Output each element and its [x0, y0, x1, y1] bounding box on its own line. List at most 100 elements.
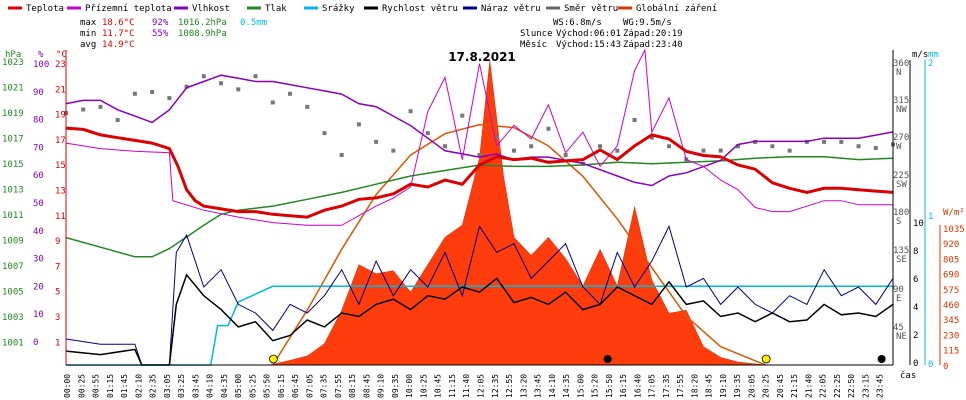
- tick-x: 07:05: [305, 374, 314, 398]
- tick-c: 17: [55, 136, 66, 146]
- tick-x: 12:35: [491, 374, 500, 398]
- tick-deg: 270: [893, 133, 909, 143]
- sun-marker-icon: [269, 354, 278, 364]
- tick-x: 02:10: [134, 374, 143, 398]
- tick-wm2: 345: [943, 316, 959, 326]
- tick-ms: 2: [913, 331, 918, 341]
- tick-x: 15:00: [576, 374, 585, 398]
- tick-x: 22:05: [819, 374, 828, 398]
- tick-deg: 225: [893, 171, 909, 181]
- tick-x: 15:50: [605, 374, 614, 398]
- tick-c: 13: [55, 187, 66, 197]
- stat-max-temp: 18.6°C: [102, 18, 135, 28]
- series-naraz: [65, 225, 894, 366]
- series-smer-point: [563, 153, 568, 157]
- axes: hPa% °C1023102110191017101510131011100910…: [2, 50, 965, 398]
- series-smer-point: [787, 148, 792, 153]
- plot-area: [64, 48, 895, 366]
- tick-dir: N: [896, 68, 901, 78]
- tick-x: 20:25: [762, 374, 771, 398]
- series-smer-point: [184, 84, 189, 89]
- series-smer-point: [236, 87, 241, 92]
- tick-wm2: 230: [943, 331, 959, 341]
- tick-x: 09:35: [391, 374, 400, 398]
- series-smer-point: [219, 81, 224, 86]
- tick-hpa: 1011: [2, 211, 24, 221]
- unit-wm2: W/m²: [943, 208, 965, 218]
- tick-wm2: 1035: [943, 225, 965, 235]
- tick-deg: 315: [893, 96, 909, 106]
- series-smer-point: [873, 146, 878, 150]
- tick-x: 06:45: [291, 374, 300, 398]
- tick-x: 04:10: [206, 374, 215, 398]
- tick-ms: 0: [913, 359, 918, 369]
- series-vlhkost: [65, 74, 894, 187]
- tick-c: 15: [55, 161, 66, 171]
- legend-label: Přízemní teplota: [85, 4, 172, 14]
- tick-pct: 90: [33, 88, 44, 98]
- tick-c: 9: [55, 237, 60, 247]
- moon-label: Měsíc: [520, 40, 547, 50]
- legend-label: Vlhkost: [192, 4, 230, 14]
- tick-x: 14:35: [562, 374, 571, 398]
- series-smer-point: [374, 139, 379, 144]
- tick-x: 04:35: [220, 374, 229, 398]
- tick-x: 00:25: [77, 374, 86, 398]
- tick-x: 05:50: [263, 374, 272, 398]
- tick-x: 03:45: [191, 374, 200, 398]
- tick-x: 21:15: [790, 374, 799, 398]
- tick-x: 01:45: [120, 374, 129, 398]
- legend: Teplota Přízemní teplota Vlhkost Tlak Srážky…: [8, 4, 717, 14]
- tick-hpa: 1023: [2, 58, 24, 68]
- tick-pct: 0: [33, 338, 38, 348]
- tick-deg: 360: [893, 59, 909, 69]
- tick-c: 23: [55, 60, 66, 70]
- series-smer-point: [460, 113, 465, 118]
- tick-mm: 0: [928, 360, 933, 370]
- tick-x: 05:25: [248, 374, 257, 398]
- stat-max-hum: 92%: [152, 18, 169, 28]
- series-smer-point: [322, 131, 327, 136]
- series-smer-point: [667, 144, 672, 149]
- moon-rise: Východ:15:43: [556, 40, 621, 50]
- unit-c: °C: [56, 50, 67, 60]
- series-smer-point: [443, 144, 448, 149]
- tick-pct: 40: [33, 227, 44, 237]
- series-smer-point: [339, 153, 344, 157]
- tick-c: 7: [55, 262, 60, 272]
- tick-x: 11:15: [448, 374, 457, 398]
- tick-x: 09:10: [377, 374, 386, 398]
- tick-hpa: 1003: [2, 313, 24, 323]
- tick-deg: 135: [893, 246, 909, 256]
- tick-x: 19:10: [719, 374, 728, 398]
- series-smer-point: [98, 104, 103, 109]
- tick-dir: W: [896, 142, 902, 152]
- legend-label: Teplota: [26, 4, 64, 14]
- unit-mm: mm: [928, 50, 939, 60]
- stat-max-label: max: [80, 18, 97, 28]
- tick-dir: S: [896, 217, 901, 227]
- tick-x: 21:40: [804, 374, 813, 398]
- tick-c: 19: [55, 111, 66, 121]
- tick-c: 21: [55, 85, 66, 95]
- stat-ws: WS:6.8m/s: [553, 18, 602, 28]
- tick-x: 01:15: [106, 374, 115, 398]
- tick-wm2: 0: [943, 362, 948, 372]
- tick-hpa: 1021: [2, 84, 24, 94]
- tick-x: 22:50: [847, 374, 856, 398]
- series-smer-point: [167, 96, 172, 101]
- series-zareni-teor: [272, 123, 766, 366]
- tick-wm2: 460: [943, 301, 959, 311]
- series-vitr: [65, 273, 894, 366]
- series-smer-point: [529, 144, 534, 149]
- tick-hpa: 1009: [2, 237, 24, 247]
- legend-label: Tlak: [265, 4, 287, 14]
- tick-ms: 6: [913, 275, 918, 285]
- tick-x: 06:15: [277, 374, 286, 398]
- tick-x: 19:35: [733, 374, 742, 398]
- tick-ms: 8: [913, 247, 918, 257]
- tick-hpa: 1015: [2, 160, 24, 170]
- sun-label: Slunce: [520, 29, 553, 39]
- tick-c: 1: [55, 338, 60, 348]
